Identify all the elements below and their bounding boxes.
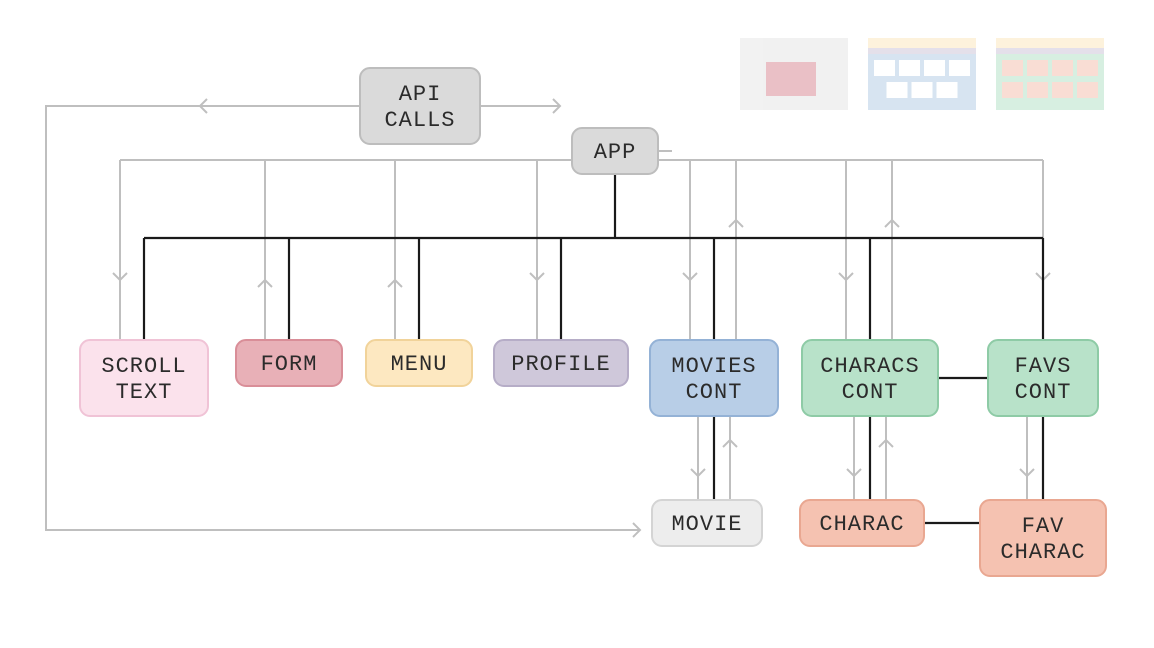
node-label: MOVIE	[671, 512, 742, 537]
node-label: SCROLL	[101, 354, 186, 379]
node-scroll: SCROLLTEXT	[80, 340, 208, 416]
node-label: CALLS	[384, 108, 455, 133]
thumbnail	[740, 38, 848, 110]
node-label: APP	[594, 140, 637, 165]
node-app: APP	[572, 128, 658, 174]
node-label: API	[399, 82, 442, 107]
node-label: CONT	[842, 380, 899, 405]
node-label: FORM	[261, 352, 318, 377]
node-label: FAV	[1022, 514, 1065, 539]
grey-edge	[46, 106, 640, 530]
node-movie: MOVIE	[652, 500, 762, 546]
node-movies: MOVIESCONT	[650, 340, 778, 416]
node-favs: FAVSCONT	[988, 340, 1098, 416]
node-label: CHARACS	[820, 354, 919, 379]
node-label: MOVIES	[671, 354, 756, 379]
node-label: MENU	[391, 352, 448, 377]
node-api: APICALLS	[360, 68, 480, 144]
node-menu: MENU	[366, 340, 472, 386]
nodes-layer: APICALLS APP SCROLLTEXT FORM MENU PROFILE MOVI…	[80, 68, 1106, 576]
node-characs: CHARACSCONT	[802, 340, 938, 416]
node-charac: CHARAC	[800, 500, 924, 546]
thumbnail	[868, 38, 976, 110]
node-label: CHARAC	[819, 512, 904, 537]
node-label: CHARAC	[1000, 540, 1085, 565]
node-label: FAVS	[1015, 354, 1072, 379]
grey-edges-layer	[46, 99, 1050, 537]
node-form: FORM	[236, 340, 342, 386]
thumbnails-layer	[740, 38, 1104, 110]
thumbnail	[996, 38, 1104, 110]
node-label: CONT	[1015, 380, 1072, 405]
node-label: TEXT	[116, 380, 173, 405]
node-label: PROFILE	[511, 352, 610, 377]
node-favcharac: FAVCHARAC	[980, 500, 1106, 576]
diagram-canvas: APICALLS APP SCROLLTEXT FORM MENU PROFILE MOVI…	[0, 0, 1154, 648]
node-profile: PROFILE	[494, 340, 628, 386]
node-label: CONT	[686, 380, 743, 405]
